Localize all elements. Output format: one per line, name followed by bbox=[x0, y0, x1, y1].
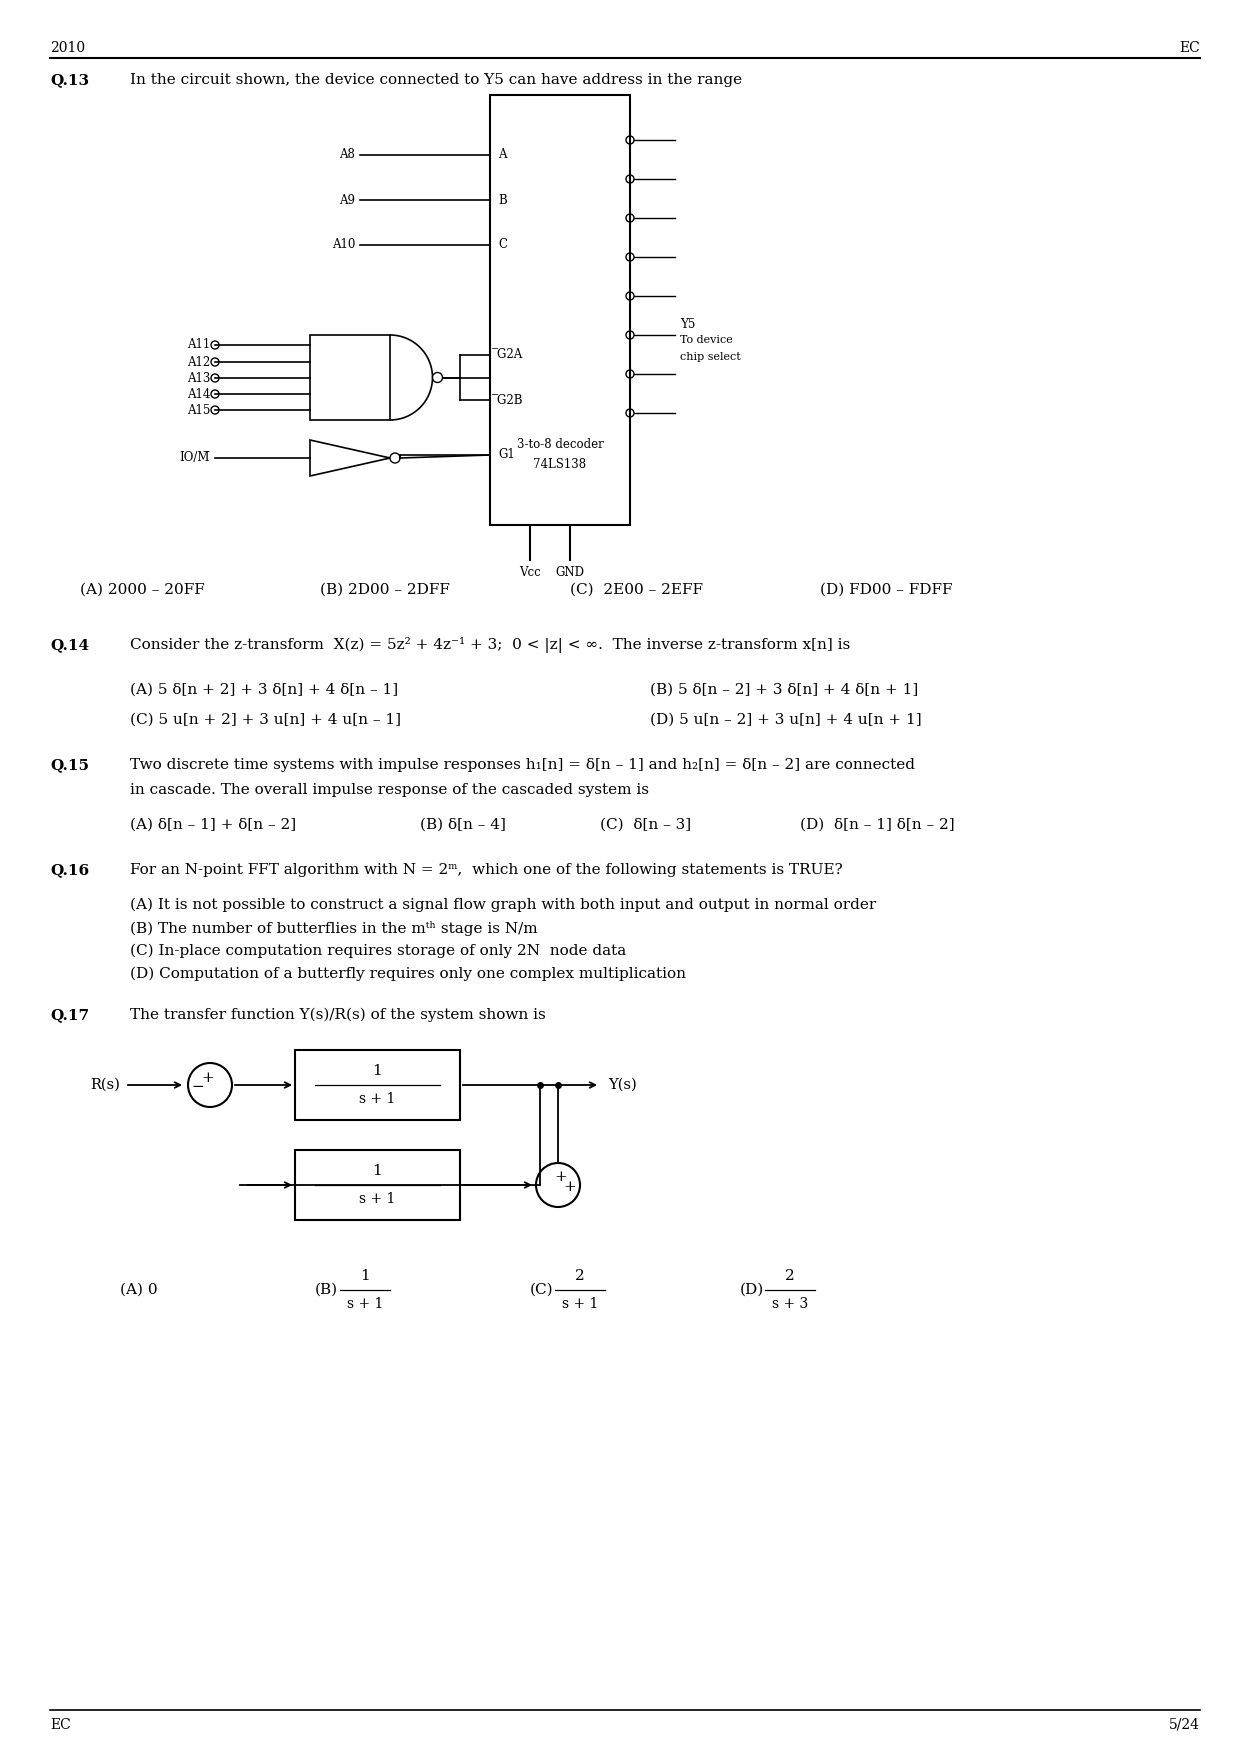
Text: In the circuit shown, the device connected to Y5 can have address in the range: In the circuit shown, the device connect… bbox=[130, 74, 742, 88]
Text: IO/M̅: IO/M̅ bbox=[180, 451, 210, 465]
Polygon shape bbox=[310, 440, 391, 475]
Text: (D) 5 u[n – 2] + 3 u[n] + 4 u[n + 1]: (D) 5 u[n – 2] + 3 u[n] + 4 u[n + 1] bbox=[650, 712, 921, 726]
Text: A14: A14 bbox=[187, 388, 210, 400]
Text: 2: 2 bbox=[575, 1268, 585, 1282]
Text: (D): (D) bbox=[740, 1282, 764, 1296]
Bar bbox=[295, 1151, 460, 1221]
Text: A13: A13 bbox=[187, 372, 210, 384]
Text: 1: 1 bbox=[360, 1268, 370, 1282]
Text: B: B bbox=[498, 193, 507, 207]
Text: +: + bbox=[554, 1170, 568, 1184]
Text: For an N-point FFT algorithm with N = 2ᵐ,  which one of the following statements: For an N-point FFT algorithm with N = 2ᵐ… bbox=[130, 863, 843, 877]
Text: +: + bbox=[564, 1180, 577, 1194]
Text: Q.13: Q.13 bbox=[50, 74, 89, 88]
Text: (B) The number of butterflies in the mᵗʰ stage is N/m: (B) The number of butterflies in the mᵗʰ… bbox=[130, 921, 538, 935]
Text: (C): (C) bbox=[529, 1282, 553, 1296]
Circle shape bbox=[391, 453, 401, 463]
Text: Consider the z-transform  X(z) = 5z² + 4z⁻¹ + 3;  0 < |z| < ∞.  The inverse z-tr: Consider the z-transform X(z) = 5z² + 4z… bbox=[130, 637, 851, 652]
Text: To device: To device bbox=[680, 335, 733, 346]
Text: s + 1: s + 1 bbox=[360, 1193, 396, 1207]
Text: s + 3: s + 3 bbox=[771, 1296, 808, 1310]
Text: (C) 5 u[n + 2] + 3 u[n] + 4 u[n – 1]: (C) 5 u[n + 2] + 3 u[n] + 4 u[n – 1] bbox=[130, 712, 401, 726]
Text: (A) 2000 – 20FF: (A) 2000 – 20FF bbox=[81, 582, 205, 596]
Text: A11: A11 bbox=[187, 339, 210, 351]
Text: s + 1: s + 1 bbox=[347, 1296, 383, 1310]
Circle shape bbox=[211, 358, 219, 367]
Text: 2010: 2010 bbox=[50, 40, 86, 54]
Text: A10: A10 bbox=[331, 239, 355, 251]
Text: (D) Computation of a butterfly requires only one complex multiplication: (D) Computation of a butterfly requires … bbox=[130, 966, 686, 980]
Text: (B) 5 δ[n – 2] + 3 δ[n] + 4 δ[n + 1]: (B) 5 δ[n – 2] + 3 δ[n] + 4 δ[n + 1] bbox=[650, 682, 919, 696]
Text: A9: A9 bbox=[339, 193, 355, 207]
Text: (B): (B) bbox=[315, 1282, 339, 1296]
Text: in cascade. The overall impulse response of the cascaded system is: in cascade. The overall impulse response… bbox=[130, 782, 649, 796]
Text: Y(s): Y(s) bbox=[608, 1079, 637, 1093]
Text: Q.16: Q.16 bbox=[50, 863, 89, 877]
Text: (C) In-place computation requires storage of only 2N  node data: (C) In-place computation requires storag… bbox=[130, 944, 626, 958]
Text: The transfer function Y(s)/R(s) of the system shown is: The transfer function Y(s)/R(s) of the s… bbox=[130, 1009, 546, 1023]
Text: 1: 1 bbox=[373, 1165, 382, 1179]
Text: 1: 1 bbox=[373, 1065, 382, 1079]
Text: R(s): R(s) bbox=[91, 1079, 120, 1093]
Text: A15: A15 bbox=[187, 403, 210, 416]
Circle shape bbox=[211, 374, 219, 382]
Text: Q.15: Q.15 bbox=[50, 758, 89, 772]
Text: (A) 5 δ[n + 2] + 3 δ[n] + 4 δ[n – 1]: (A) 5 δ[n + 2] + 3 δ[n] + 4 δ[n – 1] bbox=[130, 682, 398, 696]
Circle shape bbox=[211, 340, 219, 349]
Text: (A) 0: (A) 0 bbox=[120, 1282, 157, 1296]
Text: Q.17: Q.17 bbox=[50, 1009, 89, 1023]
Text: +: + bbox=[202, 1072, 215, 1086]
Text: G1: G1 bbox=[498, 449, 515, 461]
Text: A: A bbox=[498, 149, 506, 161]
Circle shape bbox=[433, 372, 443, 382]
Text: (A) It is not possible to construct a signal flow graph with both input and outp: (A) It is not possible to construct a si… bbox=[130, 898, 877, 912]
Text: (C)  δ[n – 3]: (C) δ[n – 3] bbox=[600, 817, 691, 831]
Text: EC: EC bbox=[1179, 40, 1200, 54]
Text: (C)  2E00 – 2EFF: (C) 2E00 – 2EFF bbox=[570, 582, 703, 596]
Circle shape bbox=[211, 389, 219, 398]
Text: s + 1: s + 1 bbox=[360, 1093, 396, 1107]
Text: 2: 2 bbox=[785, 1268, 795, 1282]
Circle shape bbox=[536, 1163, 580, 1207]
Text: (B) 2D00 – 2DFF: (B) 2D00 – 2DFF bbox=[320, 582, 450, 596]
Bar bbox=[490, 95, 630, 524]
Text: 74LS138: 74LS138 bbox=[533, 458, 587, 472]
Text: GND: GND bbox=[556, 567, 584, 579]
Text: (A) δ[n – 1] + δ[n – 2]: (A) δ[n – 1] + δ[n – 2] bbox=[130, 817, 296, 831]
Circle shape bbox=[188, 1063, 232, 1107]
Text: Vcc: Vcc bbox=[520, 567, 541, 579]
Text: A12: A12 bbox=[187, 356, 210, 368]
Bar bbox=[310, 335, 391, 419]
Text: chip select: chip select bbox=[680, 353, 740, 361]
Text: 5/24: 5/24 bbox=[1169, 1717, 1200, 1731]
Text: Q.14: Q.14 bbox=[50, 638, 89, 652]
Text: (D) FD00 – FDFF: (D) FD00 – FDFF bbox=[820, 582, 952, 596]
Text: (D)  δ[n – 1] δ[n – 2]: (D) δ[n – 1] δ[n – 2] bbox=[800, 817, 955, 831]
Circle shape bbox=[211, 405, 219, 414]
Text: 3-to-8 decoder: 3-to-8 decoder bbox=[517, 438, 604, 451]
Text: EC: EC bbox=[50, 1717, 71, 1731]
Text: −: − bbox=[192, 1080, 205, 1094]
Text: (B) δ[n – 4]: (B) δ[n – 4] bbox=[420, 817, 506, 831]
Text: A8: A8 bbox=[339, 149, 355, 161]
Text: s + 1: s + 1 bbox=[562, 1296, 598, 1310]
Text: ̅G2B: ̅G2B bbox=[498, 393, 523, 407]
Text: Two discrete time systems with impulse responses h₁[n] = δ[n – 1] and h₂[n] = δ[: Two discrete time systems with impulse r… bbox=[130, 758, 915, 772]
Bar bbox=[295, 1051, 460, 1121]
Text: C: C bbox=[498, 239, 507, 251]
Text: ̅G2A: ̅G2A bbox=[498, 349, 523, 361]
Text: Y5: Y5 bbox=[680, 319, 696, 332]
